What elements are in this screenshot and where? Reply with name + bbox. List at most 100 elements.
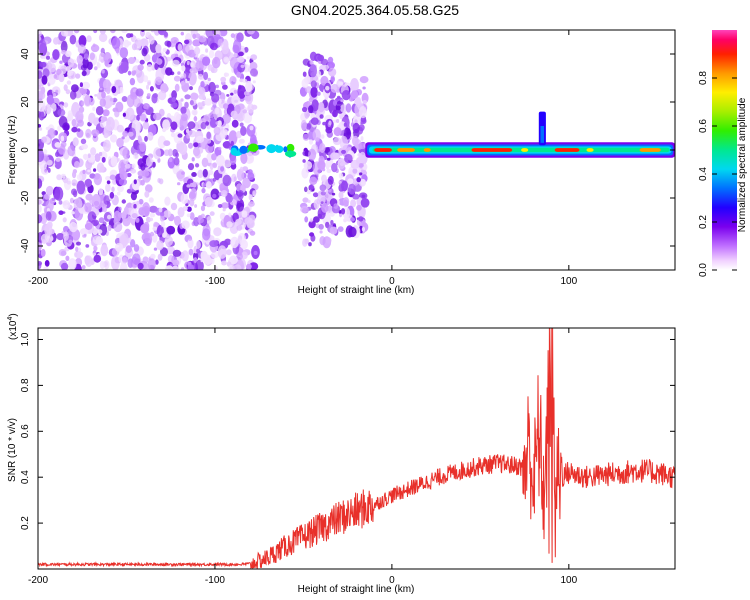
heatmap-cell: [155, 43, 162, 54]
heatmap-cell: [80, 228, 89, 236]
heatmap-cell: [184, 101, 189, 109]
heatmap-cell: [77, 119, 84, 127]
heatmap-cell: [139, 141, 147, 152]
heatmap-cell: [85, 128, 92, 139]
heatmap-cell: [209, 117, 218, 129]
heatmap-cell: [93, 254, 102, 263]
heatmap-cell: [320, 134, 325, 139]
heatmap-cell: [319, 230, 323, 234]
heatmap-cell: [243, 91, 250, 96]
heatmap-cell: [172, 249, 182, 257]
heatmap-cell: [302, 133, 310, 141]
heatmap-cell: [233, 52, 238, 58]
heatmap-cell: [93, 168, 97, 172]
heatmap-cell: [75, 73, 81, 79]
heatmap-cell: [112, 97, 118, 103]
heatmap-cell: [102, 206, 108, 213]
heatmap-cell: [203, 71, 209, 81]
heatmap-cell: [236, 202, 244, 212]
y-tick-label: 0.4: [20, 470, 31, 484]
heatmap-cell: [148, 197, 154, 203]
heatmap-cell: [82, 169, 86, 175]
heatmap-cell: [39, 61, 47, 68]
heatmap-cell: [191, 157, 195, 162]
heatmap-cell: [132, 97, 141, 108]
heatmap-cell: [230, 110, 238, 118]
heatmap-cell: [217, 120, 222, 127]
heatmap-cell: [116, 124, 124, 133]
heatmap-cell: [187, 264, 195, 270]
heatmap-cell: [200, 205, 206, 212]
heatmap-cell: [84, 178, 92, 187]
heatmap-cell: [330, 152, 339, 160]
heatmap-cell: [210, 251, 219, 259]
heatmap-cell: [86, 35, 92, 43]
heatmap-cell: [233, 89, 238, 94]
heatmap-cell: [129, 239, 136, 248]
heatmap-cell: [71, 179, 78, 187]
heatmap-cell: [63, 102, 69, 108]
heatmap-cell: [136, 114, 141, 122]
heatmap-cell: [240, 166, 244, 171]
heatmap-cell: [47, 167, 51, 173]
heatmap-cell: [350, 217, 355, 222]
heatmap-cell: [238, 138, 245, 144]
heatmap-cell: [245, 80, 253, 93]
heatmap-cell: [71, 84, 79, 93]
heatmap-cell: [180, 80, 185, 86]
heatmap-cell: [203, 114, 211, 125]
heatmap-cell: [130, 92, 138, 100]
heatmap-cell: [350, 90, 359, 100]
heatmap-cell: [109, 191, 115, 199]
heatmap-cell: [309, 60, 313, 65]
heatmap-cell: [50, 102, 57, 112]
heatmap-cell: [337, 226, 344, 233]
heatmap-cell: [136, 200, 140, 205]
heatmap-cell: [358, 142, 367, 150]
heatmap-cell: [230, 147, 238, 156]
heatmap-cell: [332, 119, 337, 123]
heatmap-cell: [198, 87, 206, 97]
heatmap-band: [521, 148, 529, 152]
heatmap-cell: [190, 92, 199, 101]
heatmap-cell: [147, 81, 151, 86]
heatmap-cell: [63, 84, 68, 91]
heatmap-cell: [127, 70, 132, 76]
heatmap-cell: [123, 218, 128, 222]
heatmap-cell: [55, 151, 60, 158]
colorbar-ticks: 0.0 0.2 0.4 0.6 0.8: [698, 71, 737, 277]
heatmap-cell: [316, 70, 322, 78]
heatmap-cell: [99, 165, 105, 173]
heatmap-cell: [83, 53, 89, 60]
heatmap-cell: [141, 47, 148, 57]
heatmap-cell: [326, 157, 331, 161]
heatmap-cell: [185, 128, 190, 134]
heatmap-cell: [300, 119, 307, 131]
heatmap-cell: [74, 161, 80, 169]
heatmap-cell: [133, 184, 140, 191]
heatmap-cell: [176, 140, 185, 153]
heatmap-cell: [206, 216, 212, 225]
heatmap-cell: [252, 80, 256, 84]
heatmap-cell: [305, 123, 312, 130]
x-tick-label: 0: [389, 575, 395, 586]
heatmap-cell: [157, 157, 161, 163]
heatmap-cell: [134, 39, 144, 47]
heatmap-cell: [202, 56, 211, 66]
heatmap-cell: [69, 197, 74, 204]
heatmap-cell: [305, 86, 313, 94]
heatmap-cell: [148, 217, 154, 222]
heatmap-cell: [191, 172, 197, 177]
heatmap-cell: [105, 86, 111, 95]
heatmap-cell: [46, 55, 50, 60]
heatmap-cell: [266, 144, 277, 154]
heatmap-cell: [322, 121, 327, 126]
heatmap-cell: [325, 127, 333, 134]
heatmap-cell: [153, 247, 158, 251]
heatmap-cell: [46, 208, 51, 212]
heatmap-cell: [217, 38, 223, 47]
heatmap-cell: [193, 142, 199, 148]
heatmap-cell: [337, 95, 341, 99]
heatmap-cell: [250, 54, 258, 61]
